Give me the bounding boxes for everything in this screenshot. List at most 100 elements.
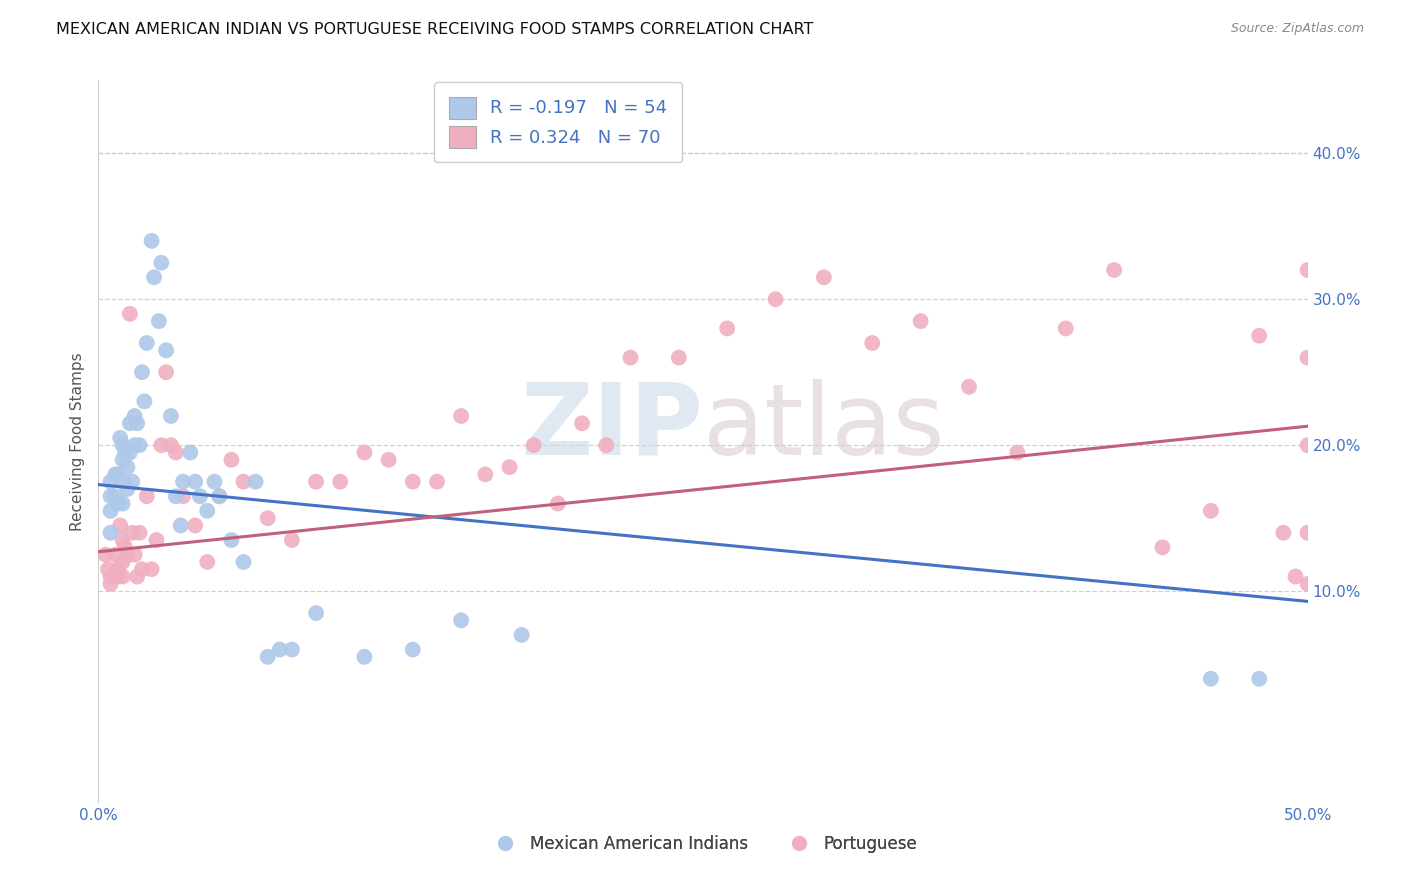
Point [1199, 504, 1222, 518]
Point [107, 467, 129, 482]
Legend: Mexican American Indians, Portuguese: Mexican American Indians, Portuguese [482, 828, 924, 860]
Point [377, 452, 399, 467]
Point [1296, 263, 1319, 277]
Point [111, 569, 134, 583]
Point [135, 489, 157, 503]
Point [1296, 525, 1319, 540]
Point [1102, 263, 1125, 277]
Point [1284, 569, 1306, 583]
Point [510, 628, 533, 642]
Point [256, 649, 278, 664]
Point [1152, 541, 1174, 555]
Point [118, 417, 141, 431]
Point [135, 336, 157, 351]
Point [184, 475, 207, 489]
Point [1054, 321, 1077, 335]
Point [128, 438, 150, 452]
Point [910, 314, 932, 328]
Point [104, 467, 127, 482]
Point [111, 438, 134, 452]
Point [114, 445, 136, 459]
Point [547, 497, 569, 511]
Point [172, 475, 194, 489]
Point [305, 475, 328, 489]
Point [131, 365, 153, 379]
Point [305, 606, 328, 620]
Point [117, 460, 139, 475]
Point [124, 548, 146, 562]
Point [94, 548, 117, 562]
Point [150, 256, 173, 270]
Point [118, 445, 141, 459]
Point [124, 409, 146, 423]
Point [232, 555, 254, 569]
Point [426, 475, 449, 489]
Point [402, 642, 425, 657]
Point [1296, 438, 1319, 452]
Point [716, 321, 738, 335]
Point [127, 569, 149, 583]
Point [474, 467, 496, 482]
Point [100, 489, 122, 503]
Point [160, 438, 183, 452]
Point [104, 569, 127, 583]
Point [107, 497, 129, 511]
Point [160, 409, 183, 423]
Point [111, 452, 134, 467]
Point [111, 533, 134, 547]
Point [1249, 328, 1271, 343]
Point [195, 504, 218, 518]
Point [179, 445, 201, 459]
Point [1296, 351, 1319, 365]
Point [104, 548, 127, 562]
Point [813, 270, 835, 285]
Point [450, 409, 472, 423]
Point [208, 489, 231, 503]
Point [450, 613, 472, 627]
Point [97, 562, 120, 576]
Point [131, 562, 153, 576]
Point [100, 569, 122, 583]
Point [523, 438, 546, 452]
Point [121, 475, 143, 489]
Point [101, 569, 124, 583]
Text: atlas: atlas [703, 378, 945, 475]
Point [208, 489, 231, 503]
Point [114, 541, 136, 555]
Point [165, 445, 187, 459]
Point [143, 270, 166, 285]
Point [155, 365, 177, 379]
Point [668, 351, 690, 365]
Point [1296, 577, 1319, 591]
Point [117, 548, 139, 562]
Text: Source: ZipAtlas.com: Source: ZipAtlas.com [1230, 22, 1364, 36]
Point [128, 525, 150, 540]
Point [232, 475, 254, 489]
Point [281, 533, 304, 547]
Point [329, 475, 352, 489]
Point [148, 314, 170, 328]
Point [188, 489, 211, 503]
Text: MEXICAN AMERICAN INDIAN VS PORTUGUESE RECEIVING FOOD STAMPS CORRELATION CHART: MEXICAN AMERICAN INDIAN VS PORTUGUESE RE… [56, 22, 814, 37]
Point [107, 569, 129, 583]
Point [571, 417, 593, 431]
Point [221, 533, 243, 547]
Point [111, 497, 134, 511]
Point [118, 307, 141, 321]
Point [221, 452, 243, 467]
Point [127, 417, 149, 431]
Point [141, 234, 163, 248]
Point [256, 511, 278, 525]
Point [100, 577, 122, 591]
Point [204, 475, 226, 489]
Point [169, 518, 191, 533]
Point [860, 336, 883, 351]
Point [107, 562, 129, 576]
Point [134, 394, 156, 409]
Point [108, 431, 131, 445]
Point [121, 525, 143, 540]
Point [172, 489, 194, 503]
Point [100, 475, 122, 489]
Point [184, 518, 207, 533]
Point [195, 555, 218, 569]
